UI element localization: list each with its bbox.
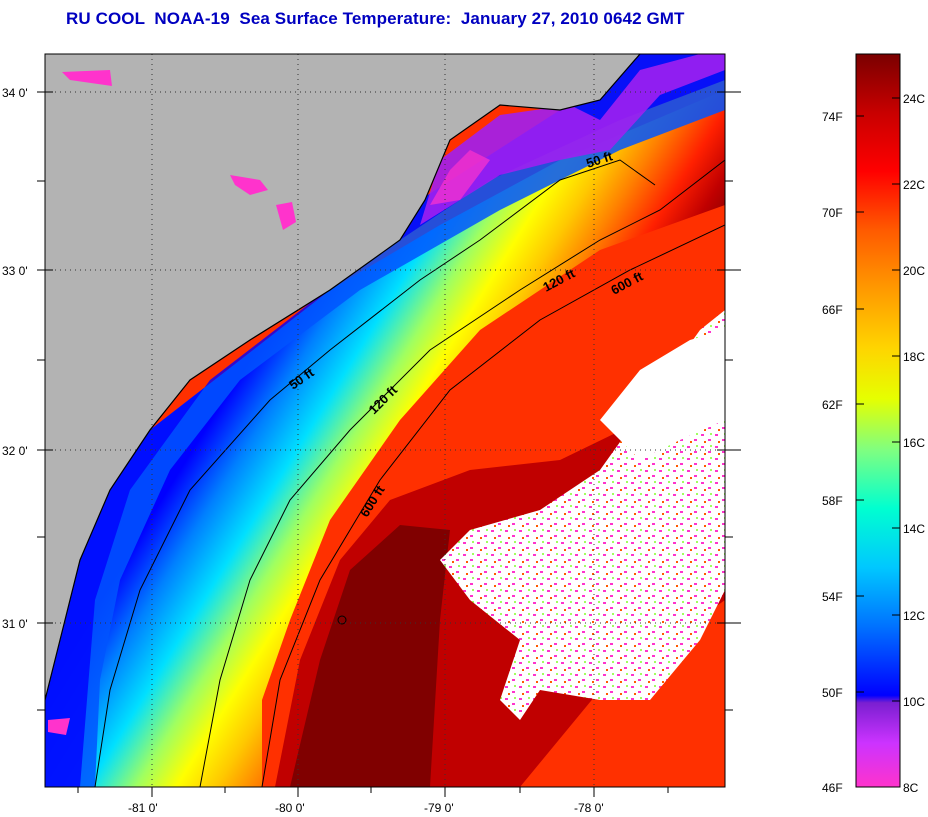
colorbar-ticks (856, 97, 900, 702)
colorbar-f-74: 74F (822, 110, 843, 124)
colorbar-f-66: 66F (822, 303, 843, 317)
map-ticks (37, 91, 741, 797)
lon-label-79: -79 0' (424, 801, 454, 815)
map-title: RU COOL NOAA-19 Sea Surface Temperature:… (66, 9, 685, 28)
lon-label-80: -80 0' (275, 801, 305, 815)
colorbar-f-70: 70F (822, 206, 843, 220)
colorbar-f-50: 50F (822, 686, 843, 700)
map-image: 50 ft 120 ft 600 ft 50 ft 120 ft 600 ft (45, 54, 725, 787)
colorbar-f-62: 62F (822, 398, 843, 412)
lat-label-31: 31 0' (2, 617, 28, 631)
lat-label-33: 33 0' (2, 264, 28, 278)
colorbar-c-24: 24C (903, 92, 925, 106)
colorbar-f-46: 46F (822, 781, 843, 795)
colorbar-c-18: 18C (903, 350, 925, 364)
colorbar-c-14: 14C (903, 522, 925, 536)
graticule (45, 54, 725, 787)
colorbar-c-8: 8C (903, 781, 919, 795)
lat-label-32: 32 0' (2, 444, 28, 458)
colorbar-c-16: 16C (903, 436, 925, 450)
lon-label-78: -78 0' (574, 801, 604, 815)
colorbar-c-20: 20C (903, 264, 925, 278)
colorbar-c-12: 12C (903, 609, 925, 623)
colorbar (855, 53, 901, 788)
lon-label-81: -81 0' (128, 801, 158, 815)
colorbar-c-22: 22C (903, 178, 925, 192)
colorbar-f-54: 54F (822, 590, 843, 604)
colorbar-c-10: 10C (903, 695, 925, 709)
map-frame (44, 53, 726, 788)
colorbar-f-58: 58F (822, 494, 843, 508)
lat-label-34: 34 0' (2, 86, 28, 100)
